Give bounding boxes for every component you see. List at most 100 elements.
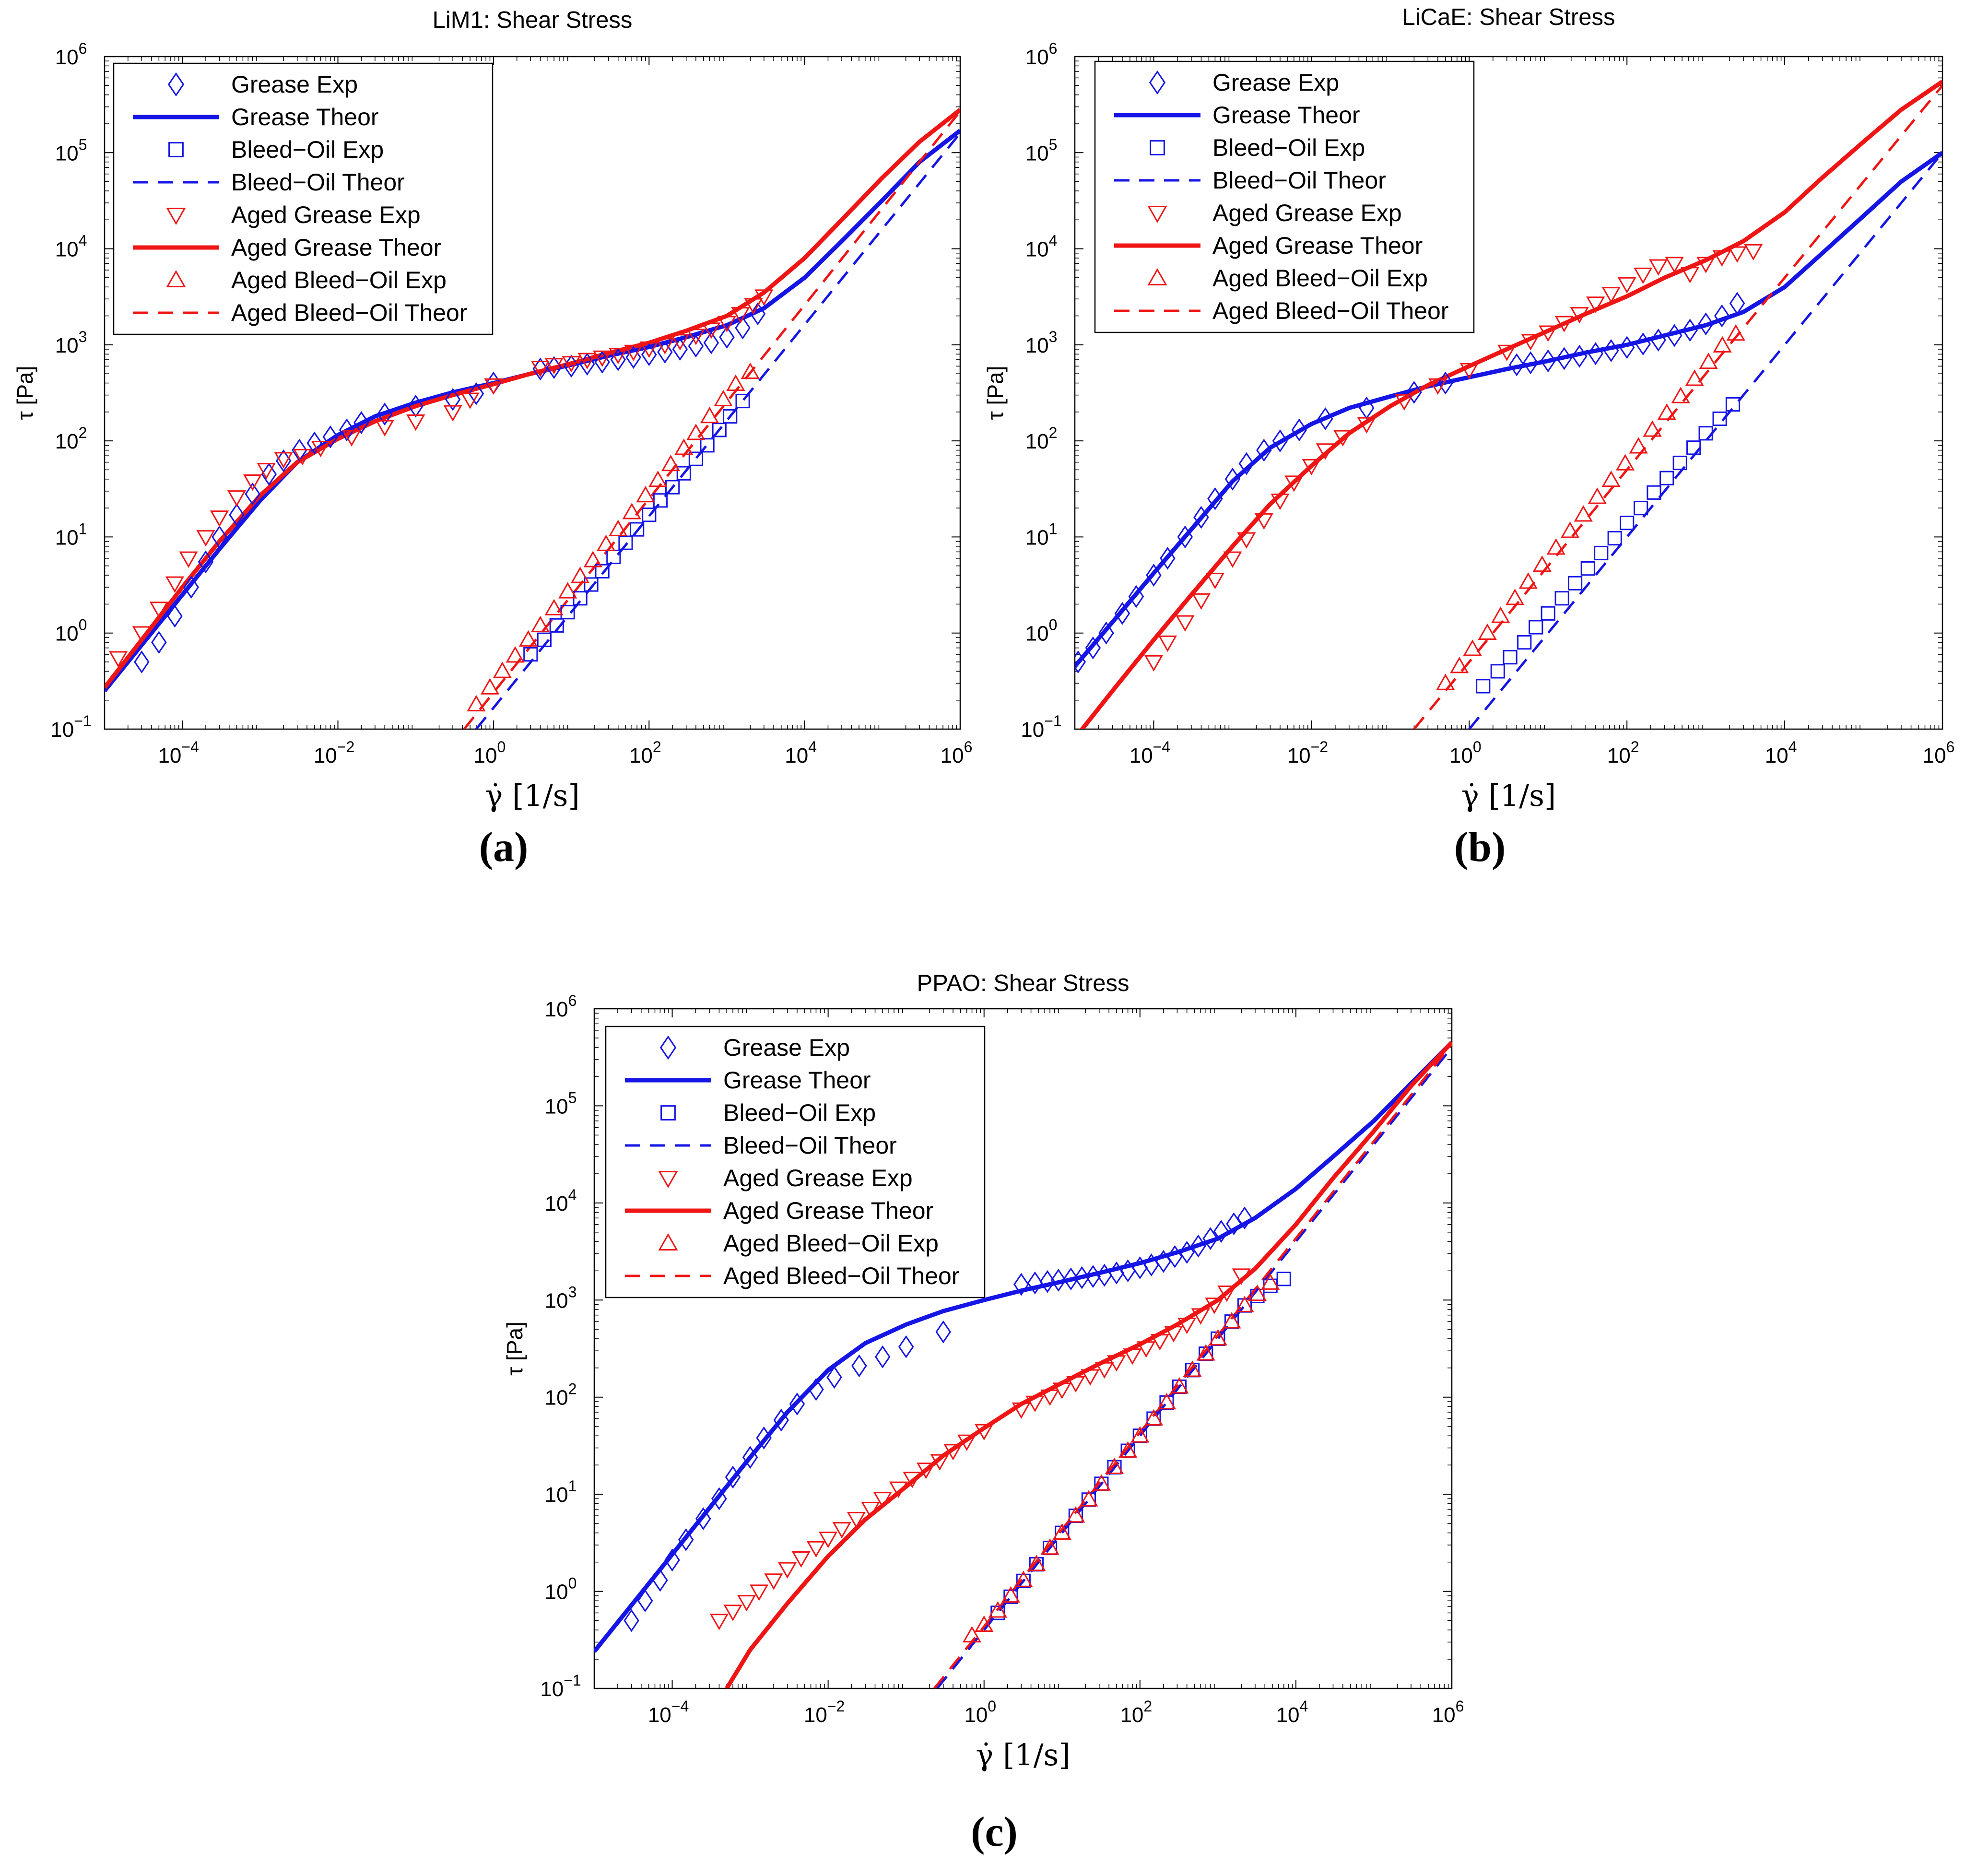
data-point [1657,403,1676,420]
data-point [1075,650,1086,673]
data-point [1476,679,1491,694]
y-tick-label: 101 [55,520,87,549]
legend-label: Grease Theor [1212,102,1360,129]
data-point [806,1541,826,1558]
panel-label: (a) [479,824,529,871]
data-point [1217,1286,1236,1302]
data-point [1541,606,1555,621]
data-point [1271,494,1290,510]
data-point [741,362,760,379]
data-point [167,604,183,628]
legend-marker-swatch [658,1233,678,1251]
data-point [353,411,369,434]
data-point [1406,381,1422,404]
data-point [165,576,185,593]
data-point [1052,1382,1071,1399]
data-point [652,1569,668,1592]
series-line [463,110,960,729]
data-point [1546,538,1565,555]
data-point [1615,454,1635,471]
data-point [1395,394,1414,411]
data-point [1491,606,1510,623]
data-point [1681,267,1700,283]
data-point [1556,347,1572,370]
data-point [322,425,339,448]
data-point [1012,1402,1031,1419]
data-point [1666,324,1683,347]
data-point [832,1522,851,1539]
data-point [609,519,628,536]
data-point [957,1434,977,1451]
x-tick-label: 10−4 [1130,738,1170,767]
panel-label: (c) [971,1809,1018,1855]
data-point [1130,1426,1150,1443]
legend-marker-swatch [660,1105,676,1121]
data-point [642,507,657,522]
data-point [661,455,681,472]
y-tick-label: 104 [55,232,87,261]
data-point [903,1472,922,1488]
data-point [149,602,168,618]
legend-label: Bleed−Oil Exp [231,136,384,163]
plot-area [104,56,961,730]
series-line [1413,84,1942,729]
data-point [686,329,706,345]
data-point [1729,292,1745,315]
data-point [1634,501,1648,516]
legend-label: Grease Exp [723,1034,850,1061]
x-tick-label: 106 [941,738,973,767]
data-point [467,695,486,712]
data-point [261,462,277,486]
data-point [493,661,512,678]
data-point [750,302,766,326]
y-tick-label: 103 [545,1283,577,1312]
data-point [406,414,425,431]
y-axis-label: τ [Pa] [983,366,1008,420]
data-point [637,1589,653,1613]
data-point [1066,1506,1085,1523]
data-point [1081,1369,1100,1386]
data-point [1671,387,1690,403]
data-point [754,289,774,306]
legend-label: Bleed−Oil Exp [1212,134,1365,161]
data-point [975,1424,994,1440]
data-point [484,378,503,395]
legend: Grease Exp Grease Theor Bleed−Oil Exp Bleed… [113,62,494,335]
data-point [1725,397,1741,412]
legend-marker-swatch [1147,206,1167,224]
y-tick-label: 100 [545,1575,577,1604]
data-point [1146,564,1162,587]
data-point [1685,369,1704,386]
legend-marker-swatch [1149,70,1166,95]
data-point [408,394,424,418]
x-tick-label: 106 [1923,738,1955,767]
data-point [1040,1538,1059,1555]
data-point [1157,1392,1177,1410]
data-point [1672,455,1687,471]
y-tick-label: 102 [545,1380,577,1410]
data-point [1291,418,1307,442]
data-point [1588,342,1604,366]
data-point [1160,546,1176,570]
data-point [1013,1273,1029,1296]
data-point [723,409,738,424]
data-point [1213,1220,1229,1243]
data-point [648,471,668,487]
x-axis-label: γ̇ [1/s] [1461,778,1556,813]
series-line [105,108,960,689]
data-point [731,307,750,324]
data-point [686,424,706,440]
data-point [1179,1240,1195,1264]
data-point [726,374,745,391]
legend-label: Bleed−Oil Theor [231,169,405,196]
plot-area [593,1008,1453,1689]
data-point [678,1528,694,1551]
data-point [764,1573,783,1590]
data-point [1506,589,1525,605]
y-tick-label: 105 [1025,136,1058,165]
data-point [719,326,735,349]
y-tick-label: 106 [55,40,87,69]
data-point [544,599,564,615]
data-point [1450,657,1469,673]
data-point [1050,1269,1067,1292]
